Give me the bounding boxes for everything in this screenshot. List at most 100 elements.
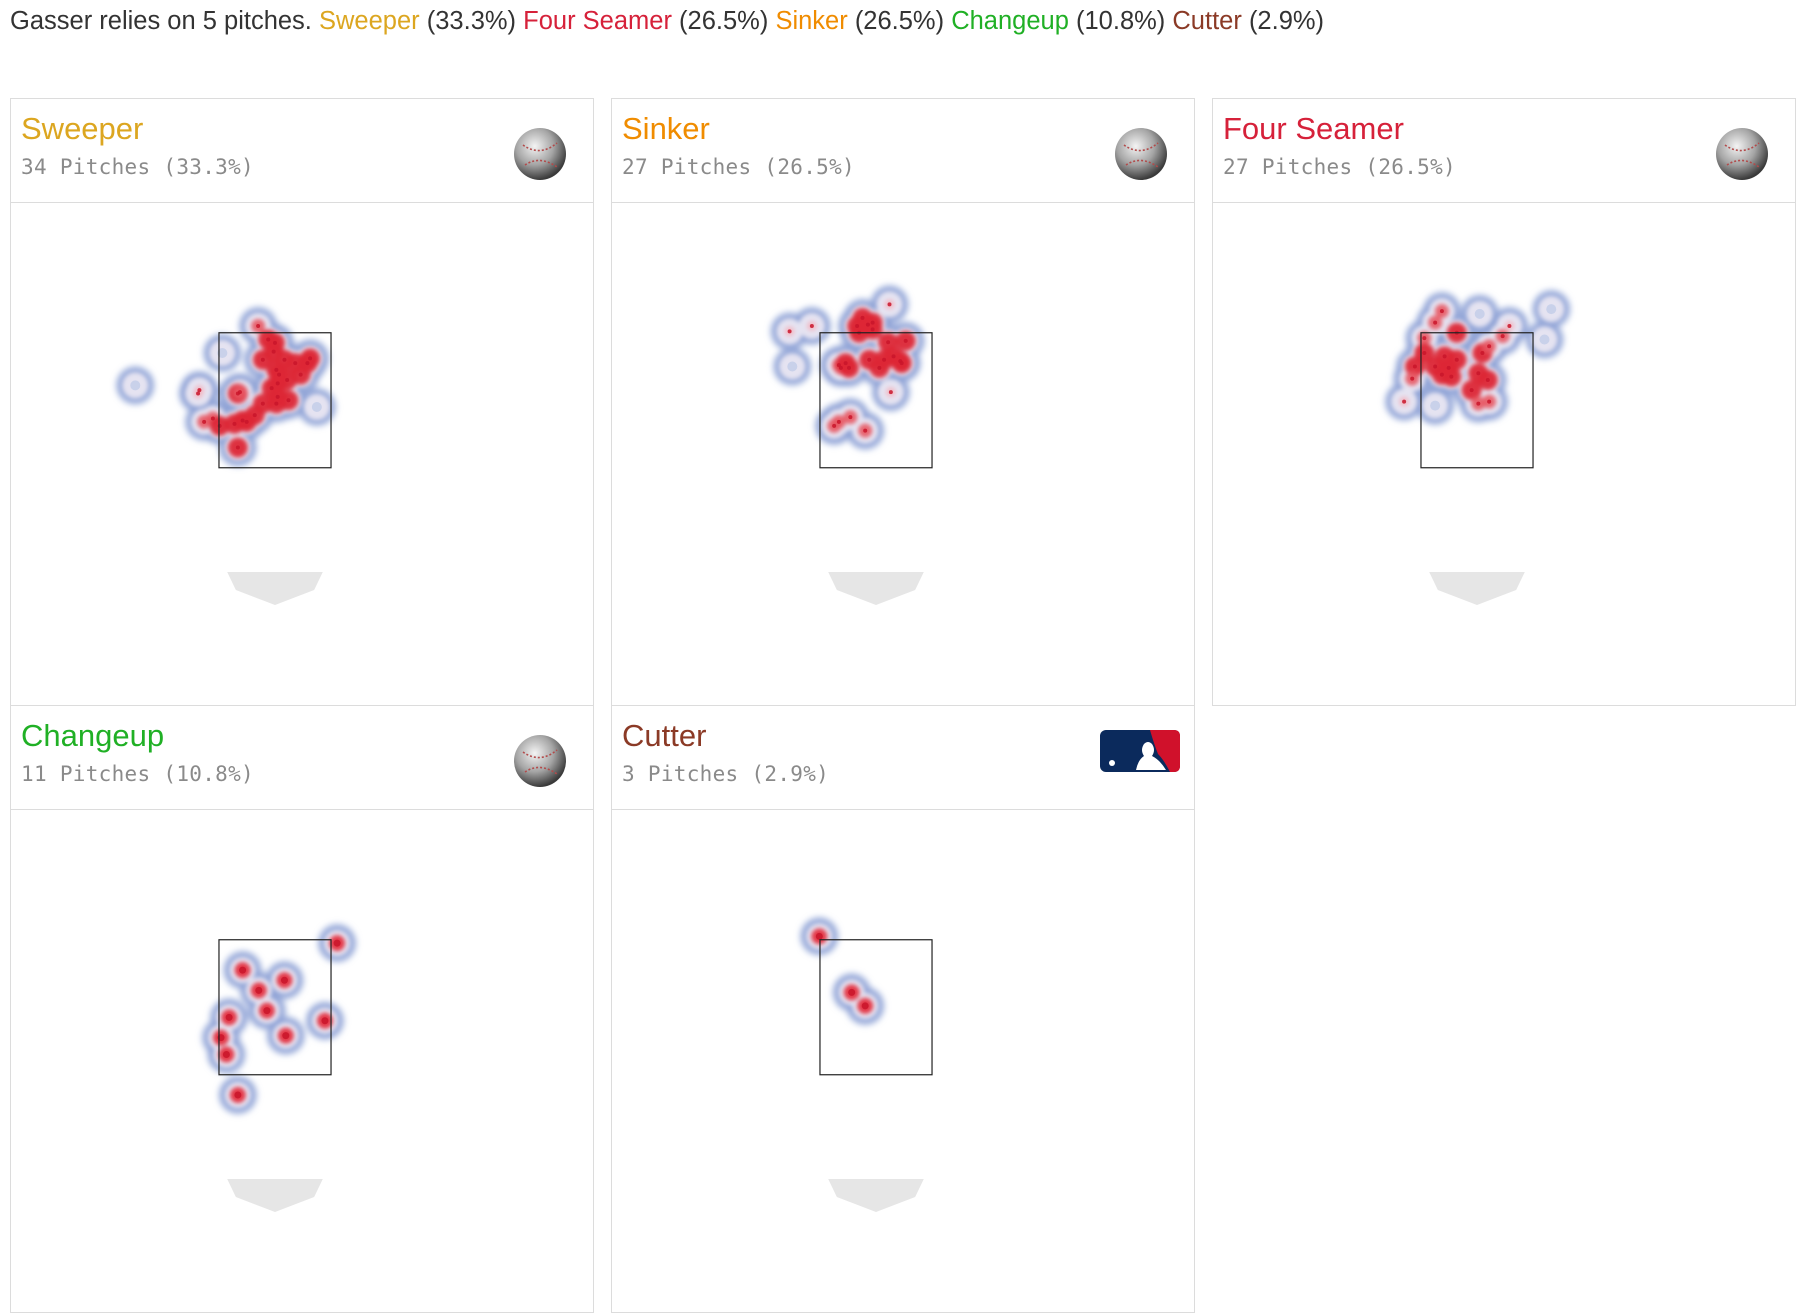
pitch-point	[1500, 334, 1505, 339]
strike-zone	[218, 332, 332, 469]
summary-pitch-pct: (10.8%)	[1076, 7, 1166, 35]
pitch-card-sinker: Sinker 27 Pitches (26.5%)	[611, 98, 1195, 706]
summary-item-cutter: Cutter (2.9%)	[1172, 7, 1324, 35]
pitch-point	[1487, 399, 1492, 404]
pitch-point	[196, 391, 201, 396]
pitch-point	[1485, 378, 1490, 382]
pitch-point	[832, 423, 837, 428]
baseball-icon	[513, 734, 567, 793]
pitch-points	[815, 932, 869, 1010]
summary-item-sweeper: Sweeper (33.3%)	[319, 7, 516, 35]
pitch-point	[1487, 344, 1492, 349]
pitch-point	[130, 380, 141, 391]
pitch-title: Changeup	[21, 718, 165, 753]
pitch-point	[273, 340, 277, 345]
pitch-point	[1402, 399, 1407, 404]
summary-pitch-name: Cutter	[1172, 7, 1242, 35]
pitch-point	[260, 357, 265, 362]
pitch-point	[815, 932, 823, 940]
pitch-point	[809, 324, 814, 328]
card-header: Sweeper 34 Pitches (33.3%)	[11, 99, 593, 203]
pitch-point	[861, 1002, 869, 1010]
location-heatmap	[202, 924, 357, 1212]
location-heatmap	[770, 285, 933, 605]
pitch-point	[274, 367, 279, 372]
pitch-count: 27 Pitches (26.5%)	[1223, 155, 1456, 179]
pitch-point	[298, 372, 303, 377]
pitch-point	[848, 415, 853, 420]
pitch-point	[1433, 364, 1438, 369]
pitch-point	[217, 423, 222, 428]
summary-item-changeup: Changeup (10.8%)	[951, 7, 1165, 35]
pitch-point	[1439, 309, 1444, 314]
pitch-point	[252, 413, 257, 418]
pitch-point	[1507, 324, 1512, 328]
pitch-point	[877, 365, 882, 370]
pitch-point	[286, 398, 291, 403]
pitch-point	[836, 419, 841, 424]
pitch-point	[255, 986, 263, 994]
pitch-point	[882, 357, 887, 362]
pitch-point	[244, 419, 249, 424]
pitch-point	[275, 394, 280, 399]
pitch-count: 34 Pitches (33.3%)	[21, 155, 254, 179]
pitch-count: 27 Pitches (26.5%)	[622, 155, 855, 179]
location-heatmap	[800, 917, 933, 1212]
strike-zone	[819, 332, 933, 469]
location-heatmap	[116, 307, 336, 605]
pitch-point	[263, 1007, 271, 1015]
pitch-point	[277, 372, 282, 377]
pitch-point	[274, 401, 279, 406]
pitch-point	[888, 390, 893, 395]
summary-item-four-seamer: Four Seamer (26.5%)	[523, 7, 768, 35]
summary-pitch-pct: (33.3%)	[426, 7, 517, 35]
pitch-point	[1439, 372, 1444, 377]
pitch-point	[1480, 351, 1485, 355]
home-plate	[1429, 572, 1525, 605]
summary-pitch-pct: (26.5%)	[854, 7, 945, 35]
pitch-title: Cutter	[622, 718, 707, 753]
pitch-point	[305, 361, 310, 366]
summary-pitch-name: Four Seamer	[523, 7, 672, 35]
card-header: Changeup 11 Pitches (10.8%)	[11, 706, 593, 810]
pitch-point	[865, 322, 870, 327]
summary-pitch-name: Changeup	[951, 7, 1069, 35]
card-header: Four Seamer 27 Pitches (26.5%)	[1213, 99, 1795, 203]
pitch-count: 3 Pitches (2.9%)	[622, 762, 830, 786]
pitch-card-sweeper: Sweeper 34 Pitches (33.3%)	[10, 98, 594, 706]
card-header: Sinker 27 Pitches (26.5%)	[612, 99, 1194, 203]
pitch-point	[237, 390, 242, 395]
pitch-point	[891, 354, 896, 359]
pitch-point	[1412, 364, 1417, 369]
pitch-point	[240, 418, 245, 423]
pitch-point	[202, 419, 207, 424]
pitch-point	[1474, 308, 1485, 319]
pitch-point	[333, 939, 341, 947]
pitch-point	[1449, 374, 1454, 379]
home-plate	[828, 1179, 924, 1212]
baseball-icon	[1715, 127, 1769, 186]
pitch-point	[899, 361, 904, 366]
pitch-point	[847, 365, 851, 370]
pitch-point	[838, 365, 843, 370]
pitch-point	[1446, 365, 1451, 370]
pitch-point	[308, 356, 313, 361]
home-plate	[227, 1179, 323, 1212]
baseball-icon	[1114, 127, 1168, 186]
pitch-point	[787, 361, 798, 372]
pitch-point	[886, 340, 891, 345]
pitch-point	[870, 320, 875, 325]
pitch-point	[239, 966, 247, 974]
pitch-point	[1422, 351, 1427, 355]
pitch-point	[266, 337, 271, 342]
location-heatmap	[1385, 290, 1571, 605]
pitch-point	[282, 1032, 290, 1040]
strike-zone	[819, 939, 933, 1076]
strike-zone	[1420, 332, 1534, 469]
pitch-point	[860, 315, 865, 320]
pitch-card-changeup: Changeup 11 Pitches (10.8%)	[10, 705, 594, 1313]
summary-pitch-pct: (2.9%)	[1248, 7, 1325, 35]
summary-pitch-name: Sinker	[775, 7, 848, 35]
pitch-point	[1430, 400, 1441, 411]
pitch-point	[887, 302, 892, 307]
